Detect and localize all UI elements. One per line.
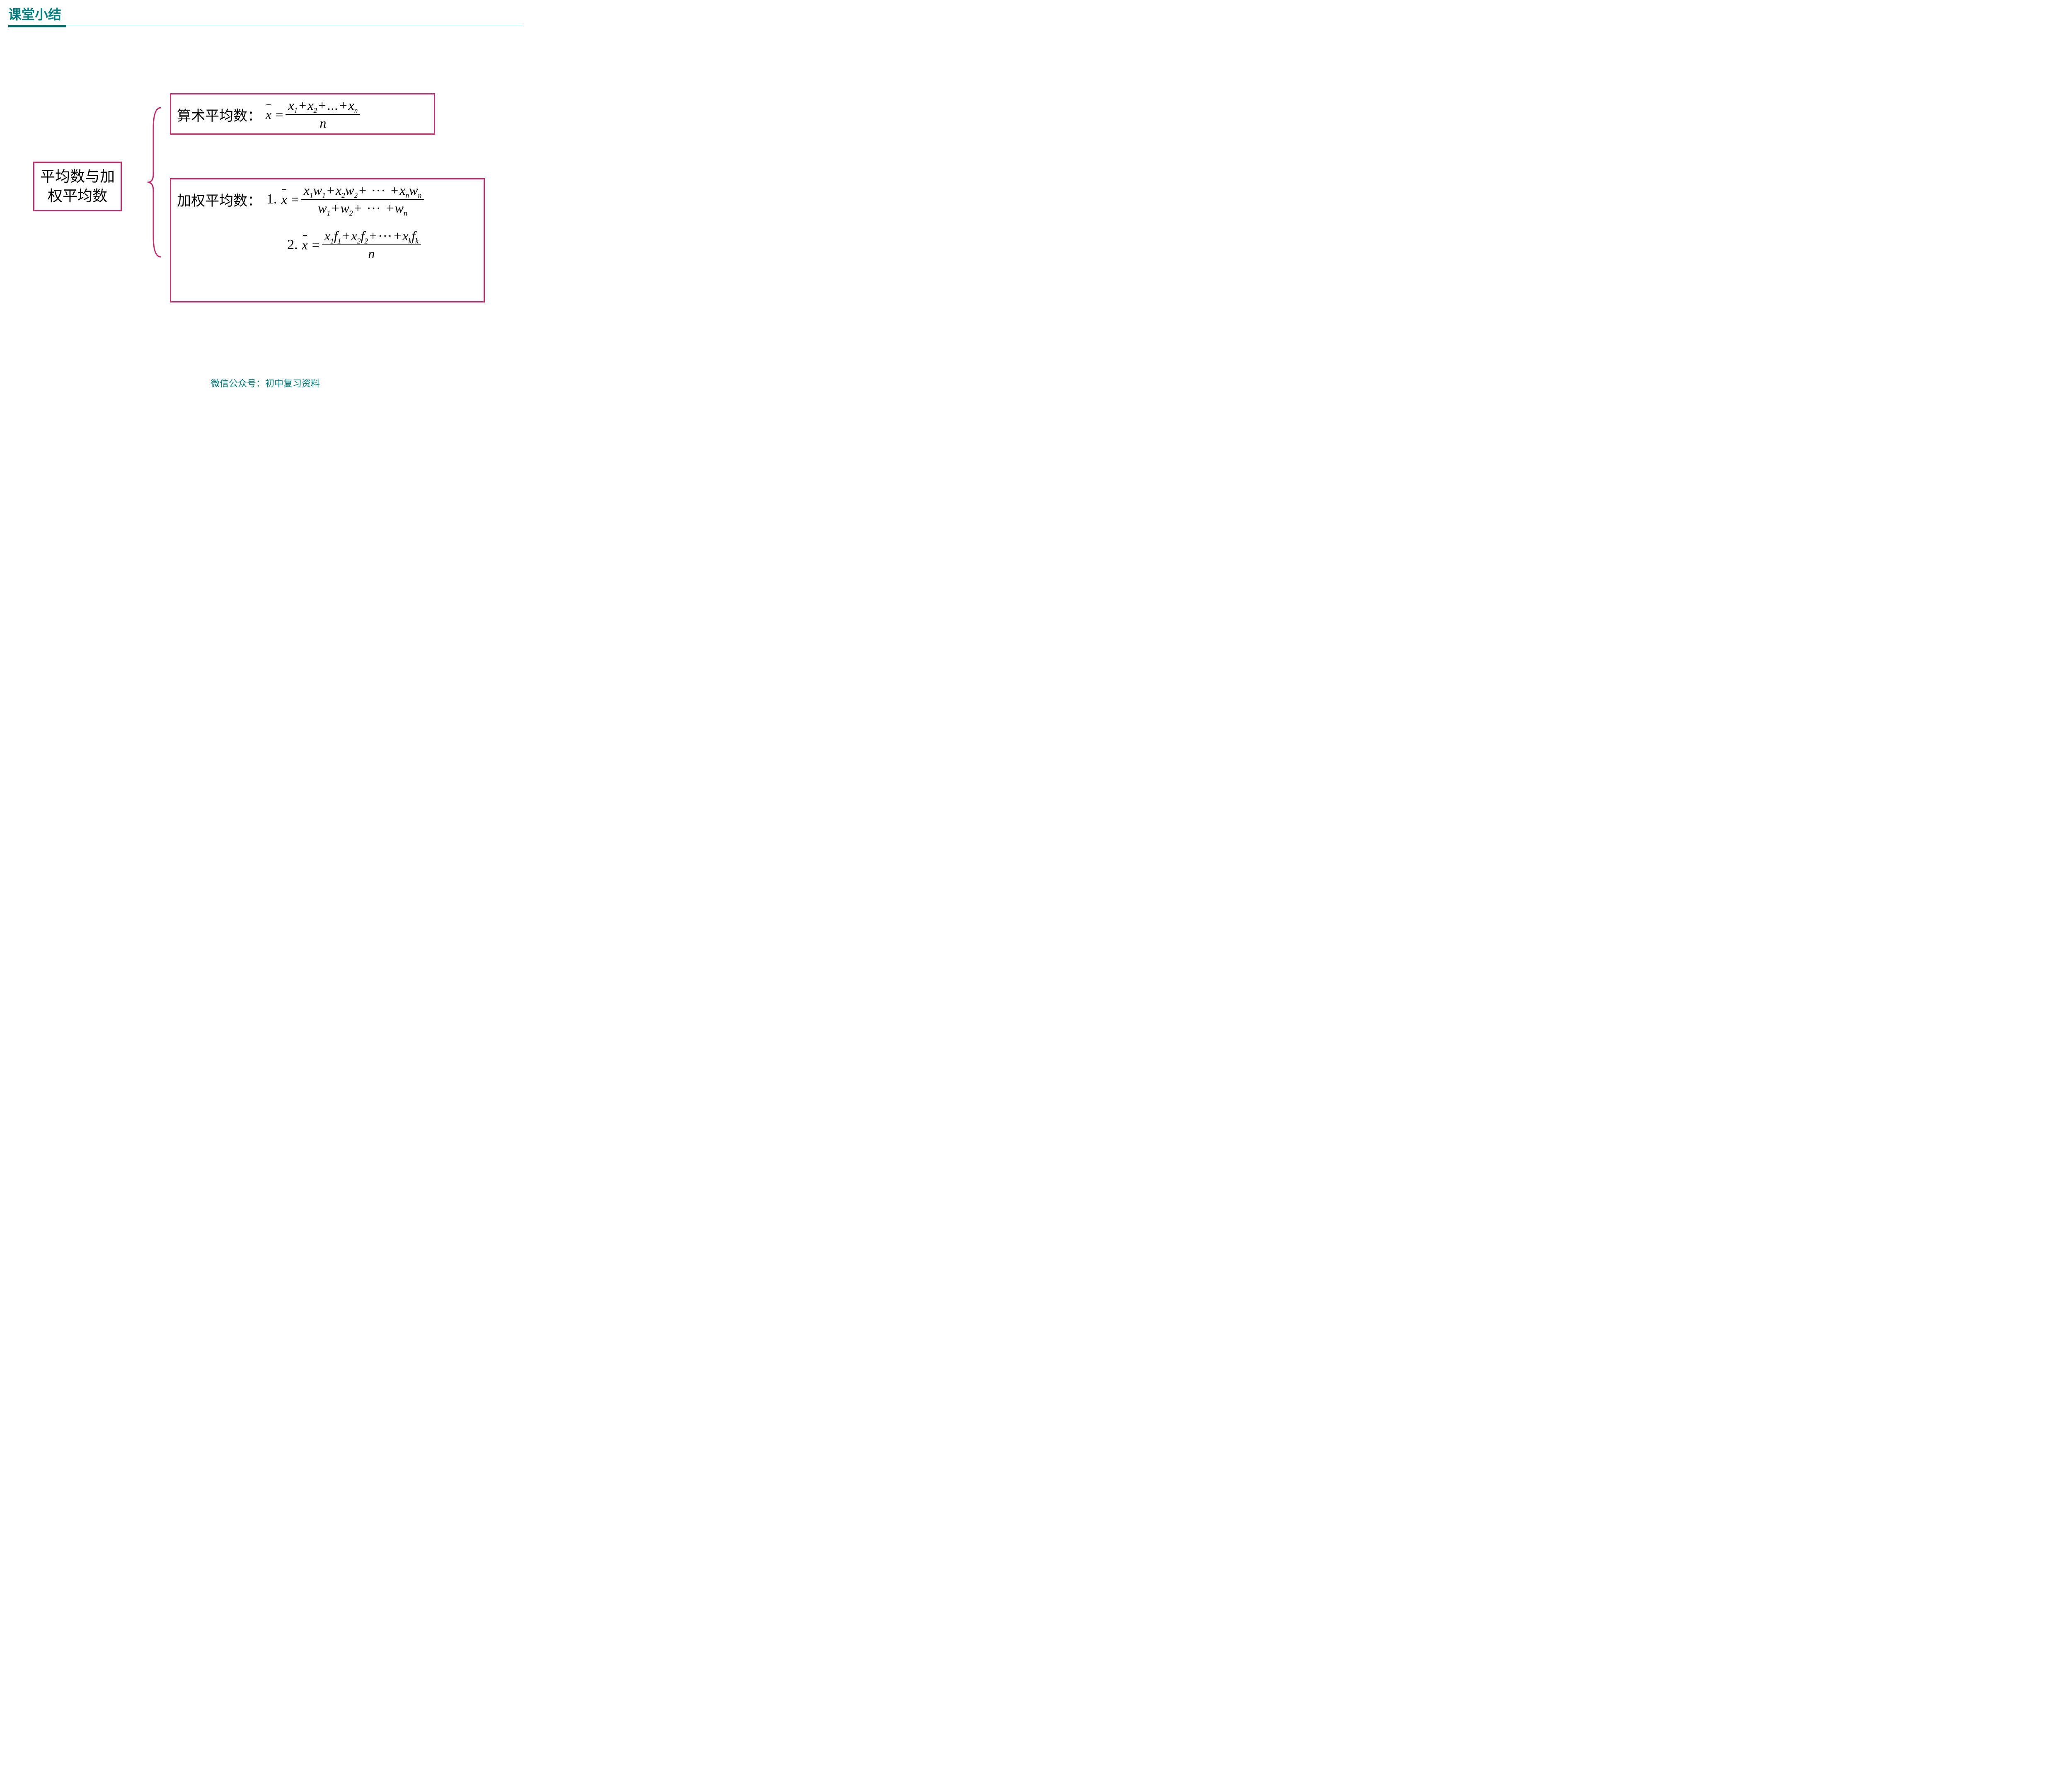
weighted-item1-prefix: 1. xyxy=(266,191,277,207)
weighted-mean-row1: 加权平均数： 1. x = x1w1+x2w2+ ··· +xnwn w1+w2… xyxy=(177,183,478,216)
header-underbar xyxy=(8,25,66,27)
brace-icon xyxy=(145,104,162,261)
weighted-mean-box: 加权平均数： 1. x = x1w1+x2w2+ ··· +xnwn w1+w2… xyxy=(170,178,485,302)
footer-text: 微信公众号：初中复习资料 xyxy=(0,376,530,389)
weighted-item2-prefix: 2. xyxy=(287,237,298,253)
weighted-formula-1: x = x1w1+x2w2+ ··· +xnwn w1+w2+ ··· +wn xyxy=(280,183,424,216)
arithmetic-mean-box: 算术平均数： x = x1+x2+...+xn n xyxy=(170,93,435,135)
header-title: 课堂小结 xyxy=(0,4,530,25)
weighted-mean-row2: 2. x = x1f1+x2f2+···+xkfk n xyxy=(285,228,478,261)
root-line-1: 平均数与加 xyxy=(40,167,115,186)
arith-formula: x = x1+x2+...+xn n xyxy=(264,98,360,131)
weighted-formula-2: x = x1f1+x2f2+···+xkfk n xyxy=(300,228,421,261)
root-line-2: 权平均数 xyxy=(40,186,115,206)
weighted-label: 加权平均数： xyxy=(177,189,261,210)
arithmetic-mean-row: 算术平均数： x = x1+x2+...+xn n xyxy=(177,98,428,131)
arith-label: 算术平均数： xyxy=(177,104,261,125)
root-concept-box: 平均数与加 权平均数 xyxy=(33,162,122,211)
page-header: 课堂小结 xyxy=(0,4,530,27)
